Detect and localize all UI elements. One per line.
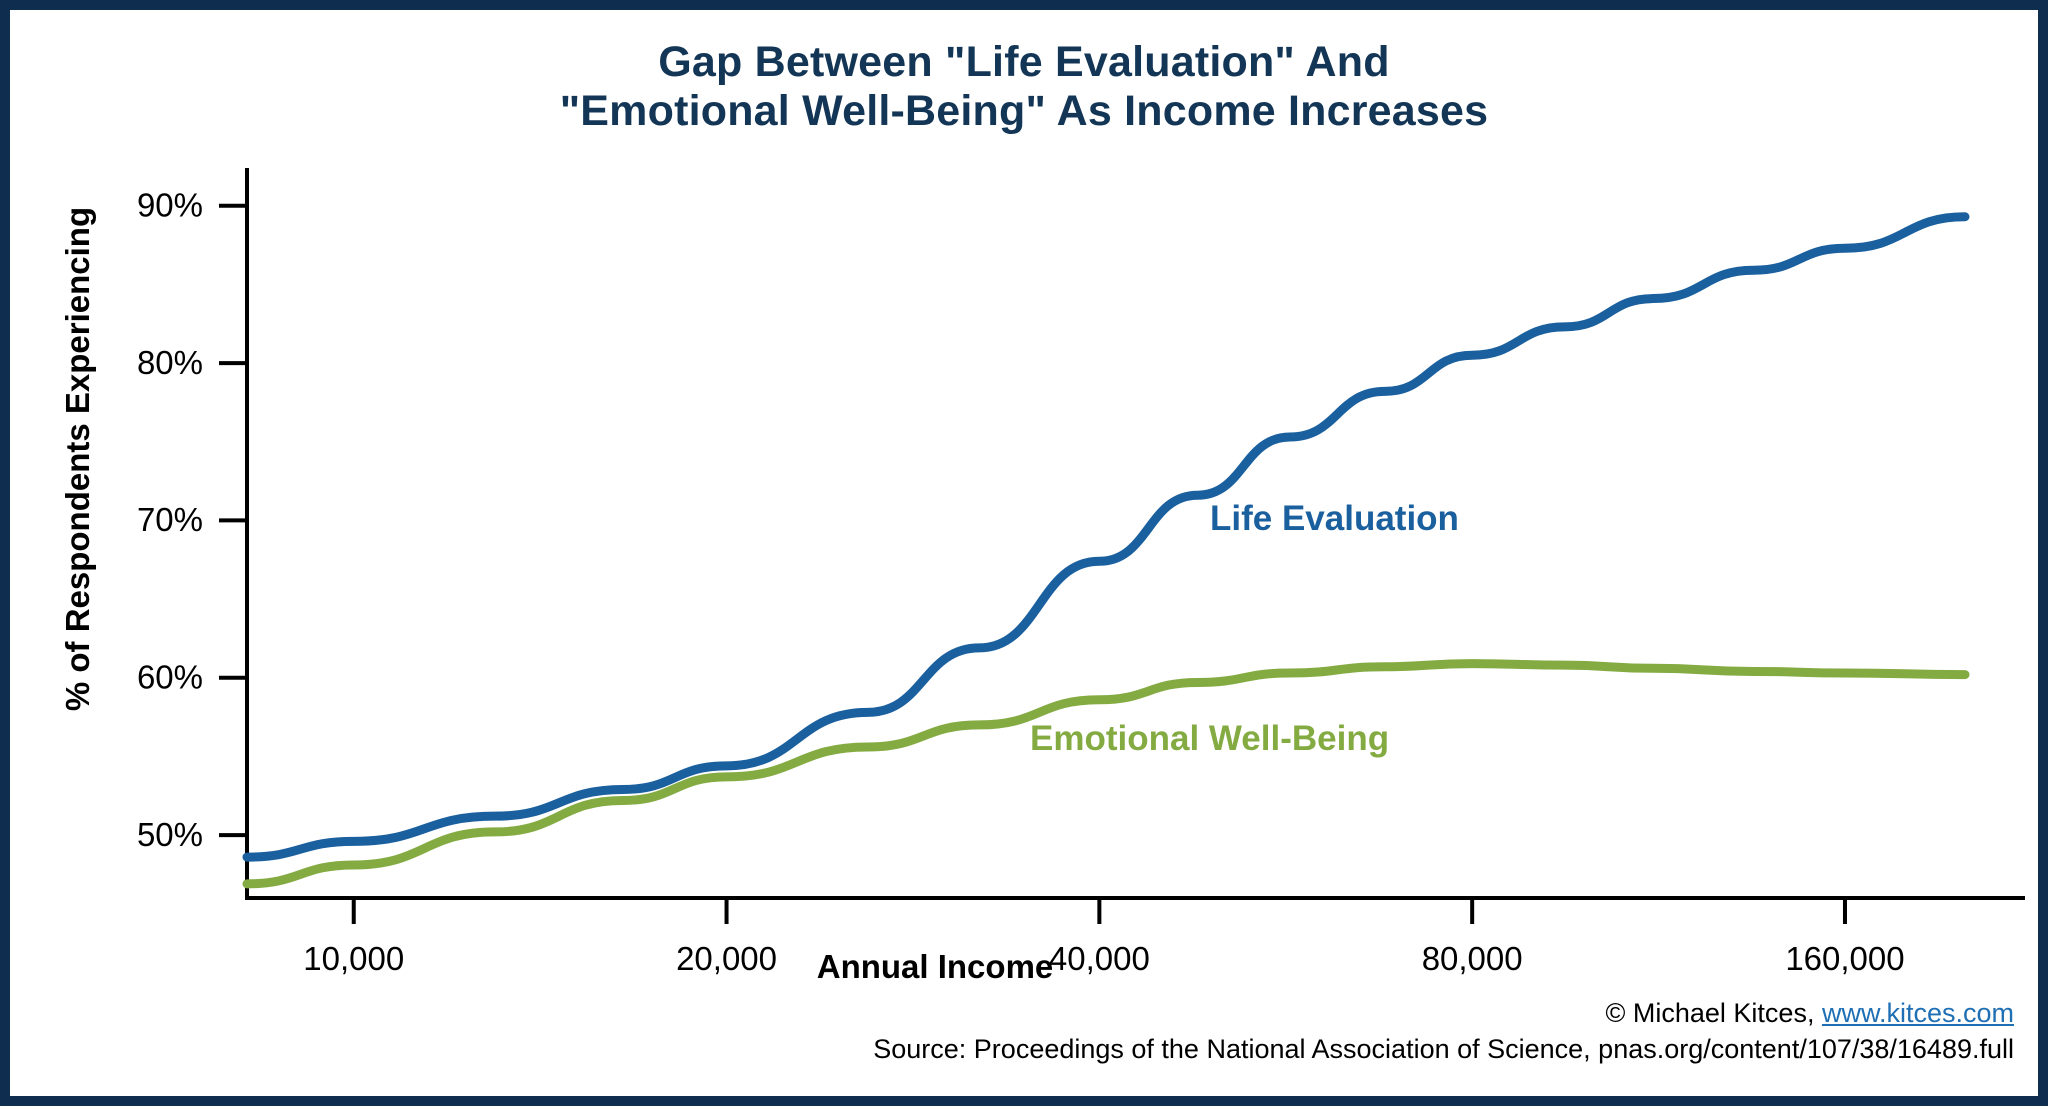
x-axis-tick-label: 20,000: [676, 940, 777, 977]
x-axis-tick-label: 40,000: [1049, 940, 1150, 977]
series-label-emotional-well-being: Emotional Well-Being: [1030, 719, 1389, 758]
y-axis-tick-label: 50%: [137, 816, 203, 853]
axis-lines: [245, 168, 2025, 900]
x-axis-tick-label: 160,000: [1785, 940, 1904, 977]
plot-area: 50% 60% 70% 80% 90% 10,000 20,000 40,000 80,000 1…: [10, 10, 2038, 1096]
series-line-emotional-well-being: [242, 659, 1970, 889]
chart-title: Gap Between "Life Evaluation" And "Emoti…: [10, 38, 2038, 136]
copyright-line: © Michael Kitces, www.kitces.com: [873, 995, 2014, 1031]
x-axis-tick-label: 80,000: [1422, 940, 1523, 977]
x-axis-tick-label: 10,000: [303, 940, 404, 977]
chart-title-line-1: Gap Between "Life Evaluation" And: [658, 38, 1390, 86]
y-axis-tick-label: 70%: [137, 501, 203, 538]
copyright-text: © Michael Kitces,: [1605, 998, 1822, 1028]
line-chart: 50% 60% 70% 80% 90% 10,000 20,000 40,000 80,000 1…: [137, 168, 2025, 977]
y-axis-tick-label: 80%: [137, 344, 203, 381]
footer-attribution: © Michael Kitces, www.kitces.com Source:…: [873, 995, 2014, 1068]
source-line: Source: Proceedings of the National Asso…: [873, 1034, 2014, 1065]
kitces-link[interactable]: www.kitces.com: [1821, 998, 2014, 1028]
series-label-life-evaluation: Life Evaluation: [1210, 499, 1459, 538]
y-axis-title: % of Respondents Experiencing: [59, 206, 96, 712]
series-line-life-evaluation: [242, 212, 1970, 862]
x-axis-title: Annual Income: [816, 948, 1054, 985]
chart-frame: Gap Between "Life Evaluation" And "Emoti…: [10, 10, 2038, 1096]
chart-title-line-2: "Emotional Well-Being" As Income Increas…: [559, 87, 1489, 136]
y-axis-tick-label: 60%: [137, 658, 203, 695]
y-axis-tick-label: 90%: [137, 186, 203, 223]
